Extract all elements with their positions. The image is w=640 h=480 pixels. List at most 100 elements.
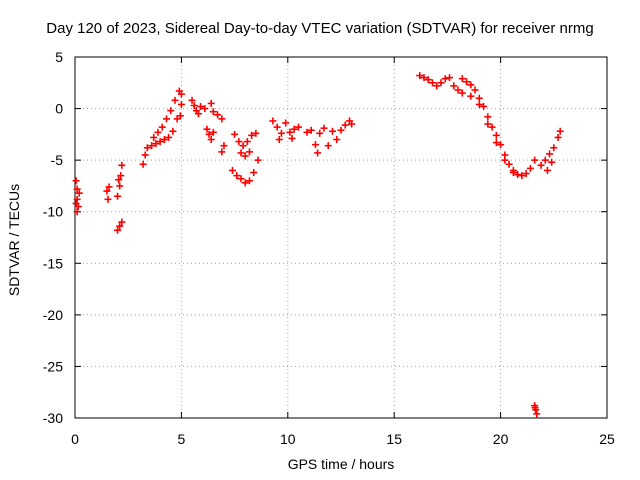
data-point [205, 130, 213, 138]
data-point [169, 127, 177, 135]
data-point [463, 78, 471, 86]
data-point [514, 171, 522, 179]
data-point [320, 124, 328, 132]
data-point [118, 161, 126, 169]
data-point [237, 175, 245, 183]
data-point [475, 100, 483, 108]
data-point [207, 136, 215, 144]
data-point [158, 123, 166, 131]
data-point [117, 172, 125, 180]
x-tick-label: 5 [178, 431, 186, 447]
data-point [154, 128, 162, 136]
data-point [171, 96, 179, 104]
x-tick-label: 10 [280, 431, 296, 447]
data-point [556, 127, 564, 135]
data-point [484, 113, 492, 121]
data-point [484, 120, 492, 128]
data-point [75, 189, 83, 197]
data-point [467, 81, 475, 89]
data-point [505, 160, 513, 168]
x-tick-label: 20 [493, 431, 509, 447]
data-point [522, 170, 530, 178]
y-tick-label: 0 [55, 101, 63, 117]
data-point [492, 139, 500, 147]
data-point [303, 128, 311, 136]
data-point [294, 123, 302, 131]
data-point [328, 127, 336, 135]
data-point [105, 183, 113, 191]
data-point [288, 134, 296, 142]
data-point [245, 177, 253, 185]
data-point [116, 222, 124, 230]
data-point [526, 164, 534, 172]
data-point [554, 133, 562, 141]
data-point [104, 195, 112, 203]
data-point [537, 161, 545, 169]
data-point [73, 208, 81, 216]
data-point [103, 187, 111, 195]
y-tick-label: 5 [55, 49, 63, 65]
data-point [165, 133, 173, 141]
data-point [150, 133, 158, 141]
data-point [190, 101, 198, 109]
data-point [488, 123, 496, 131]
data-point [235, 138, 243, 146]
data-point [209, 108, 217, 116]
data-point [446, 74, 454, 82]
data-point [333, 136, 341, 144]
data-point [454, 86, 462, 94]
data-point [201, 105, 209, 113]
tick-marks [74, 56, 608, 419]
data-point [290, 125, 298, 133]
data-point [115, 176, 123, 184]
data-point [218, 115, 226, 123]
x-tick-label: 15 [386, 431, 402, 447]
data-point [275, 136, 283, 144]
data-point [424, 76, 432, 84]
data-point [114, 226, 122, 234]
data-point [209, 128, 217, 136]
data-point [243, 138, 251, 146]
data-point [73, 185, 81, 193]
data-point [143, 144, 151, 152]
data-point [245, 148, 253, 156]
data-point [248, 131, 256, 139]
data-point [316, 129, 324, 137]
data-point [141, 151, 149, 159]
data-point [337, 126, 345, 134]
data-point [239, 142, 247, 150]
data-point [314, 149, 322, 157]
data-point [429, 79, 437, 87]
data-point [177, 100, 185, 108]
data-point [550, 144, 558, 152]
data-point [139, 160, 147, 168]
data-point [282, 119, 290, 127]
data-point [311, 141, 319, 149]
data-point [497, 141, 505, 149]
data-point [433, 82, 441, 90]
data-point [188, 96, 196, 104]
y-tick-label: -30 [43, 410, 63, 426]
data-point [152, 140, 160, 148]
grid-lines [75, 57, 607, 418]
y-tick-label: -25 [43, 358, 63, 374]
data-point [214, 111, 222, 119]
data-point [471, 86, 479, 94]
data-point [114, 192, 122, 200]
y-tick-label: -20 [43, 307, 63, 323]
data-point [228, 166, 236, 174]
data-point [273, 123, 281, 131]
data-point [548, 158, 556, 166]
data-point [148, 142, 156, 150]
data-points [72, 72, 564, 418]
data-point [518, 172, 526, 180]
data-point [176, 112, 184, 120]
y-axis-label: SDTVAR / TECUs [6, 183, 22, 297]
data-point [348, 120, 356, 128]
data-point [254, 156, 262, 164]
data-point [160, 136, 168, 144]
x-tick-label: 25 [599, 431, 615, 447]
data-point [492, 131, 500, 139]
data-point [163, 115, 171, 123]
chart-title: Day 120 of 2023, Sidereal Day-to-day VTE… [46, 20, 594, 37]
